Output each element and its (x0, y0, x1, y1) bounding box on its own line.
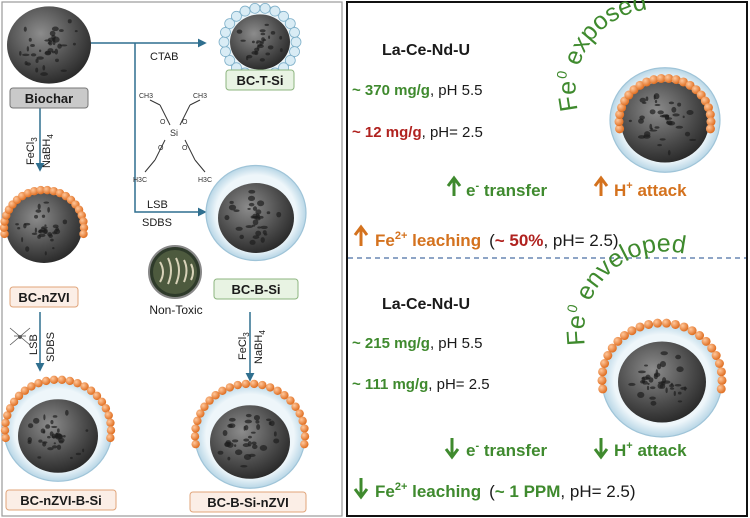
biochar-particle (7, 6, 91, 84)
bc-nzvi-particle (0, 185, 89, 263)
bc-nzvi-b-si-particle (0, 375, 116, 482)
bc-t-si-particle (218, 2, 302, 82)
bc-nzvi-b-si-label: BC-nZVI-B-Si (20, 493, 102, 508)
left-panel-border (1, 1, 343, 517)
biochar-label: Biochar (25, 91, 73, 106)
bc-t-si-label: BC-T-Si (237, 73, 284, 88)
molecule-o-label-1: O (160, 119, 166, 126)
bc-nzvi-b-si-label-box (5, 489, 117, 511)
reagent-fecl3: FeCl3 (25, 137, 39, 165)
top-e-transfer-up-arrow (446, 175, 462, 196)
bc-nzvi-label-box (9, 286, 79, 308)
top-ion-title: La-Ce-Nd-U (382, 42, 470, 59)
silane-molecule (144, 99, 206, 173)
bc-b-si-nzvi-label: BC-B-Si-nZVI (207, 495, 289, 510)
bottom-capacity-ph55: ~ 215 mg/g, pH 5.5 (352, 335, 482, 352)
molecule-ch3-label-2: CH3 (193, 93, 207, 100)
molecule-o-label-3: O (158, 145, 164, 152)
bottom-capacity-ph25: ~ 111 mg/g, pH= 2.5 (352, 376, 490, 393)
bottom-e-transfer-text: e- transfer (466, 440, 548, 460)
bc-b-si-particle (205, 164, 307, 262)
bc-b-si-nzvi-label-box (189, 491, 307, 513)
biochar-label-box (9, 87, 89, 109)
bc-b-si-label: BC-B-Si (231, 282, 280, 297)
process-connectors (35, 38, 255, 382)
svg-text:FeCl3: FeCl3 (237, 332, 251, 360)
reagent-sdbs: SDBS (142, 217, 172, 229)
reagent-nabh4-2: NaBH4 (253, 330, 267, 364)
bottom-ion-title: La-Ce-Nd-U (382, 296, 470, 313)
fe0-exposed-particle (609, 67, 721, 173)
svg-text:SDBS: SDBS (45, 332, 57, 362)
reagent-ctab: CTAB (150, 51, 179, 63)
fe0-enveloped-particle (597, 318, 727, 438)
top-h-attack-text: H+ attack (614, 180, 687, 200)
bottom-leaching-down-arrow (353, 478, 369, 500)
petri-dish-image (148, 245, 202, 299)
top-capacity-ph55: ~ 370 mg/g, pH 5.5 (352, 82, 482, 99)
reagent-lsb-2: LSB (28, 334, 40, 355)
reagent-sdbs-2: SDBS (45, 332, 57, 362)
molecule-ch3-label-1: CH3 (139, 93, 153, 100)
bc-t-si-label-box (225, 69, 295, 91)
svg-text:NaBH4: NaBH4 (41, 134, 55, 168)
reagent-fecl3-2: FeCl3 (237, 332, 251, 360)
molecule-o-label-2: O (182, 119, 188, 126)
molecule-si-label: Si (170, 128, 178, 138)
molecule-o-label-4: O (182, 145, 188, 152)
non-toxic-label: Non-Toxic (149, 303, 202, 317)
right-panel-border (346, 1, 748, 517)
svg-text:FeCl3: FeCl3 (25, 137, 39, 165)
top-e-transfer-text: e- transfer (466, 180, 548, 200)
top-leaching-text: Fe2+ leaching (~ 50%, pH= 2.5) (375, 230, 619, 250)
top-h-attack-up-arrow (593, 175, 609, 196)
top-capacity-ph25: ~ 12 mg/g, pH= 2.5 (352, 124, 483, 141)
svg-text:LSB: LSB (28, 334, 40, 355)
molecule-h3c-label-1: H3C (133, 177, 147, 184)
surfactant-molecule-icon (9, 327, 31, 346)
bottom-e-transfer-down-arrow (444, 438, 460, 460)
bc-b-si-nzvi-particle (190, 379, 310, 489)
reagent-nabh4: NaBH4 (41, 134, 55, 168)
top-leaching-up-arrow (353, 224, 369, 246)
bc-nzvi-label: BC-nZVI (18, 290, 69, 305)
bottom-h-attack-down-arrow (593, 438, 609, 460)
molecule-h3c-label-2: H3C (198, 177, 212, 184)
bottom-leaching-text: Fe2+ leaching (~ 1 PPM, pH= 2.5) (375, 481, 636, 501)
svg-text:NaBH4: NaBH4 (253, 330, 267, 364)
bottom-h-attack-text: H+ attack (614, 440, 687, 460)
reagent-lsb: LSB (147, 199, 168, 211)
bc-b-si-label-box (213, 278, 299, 300)
